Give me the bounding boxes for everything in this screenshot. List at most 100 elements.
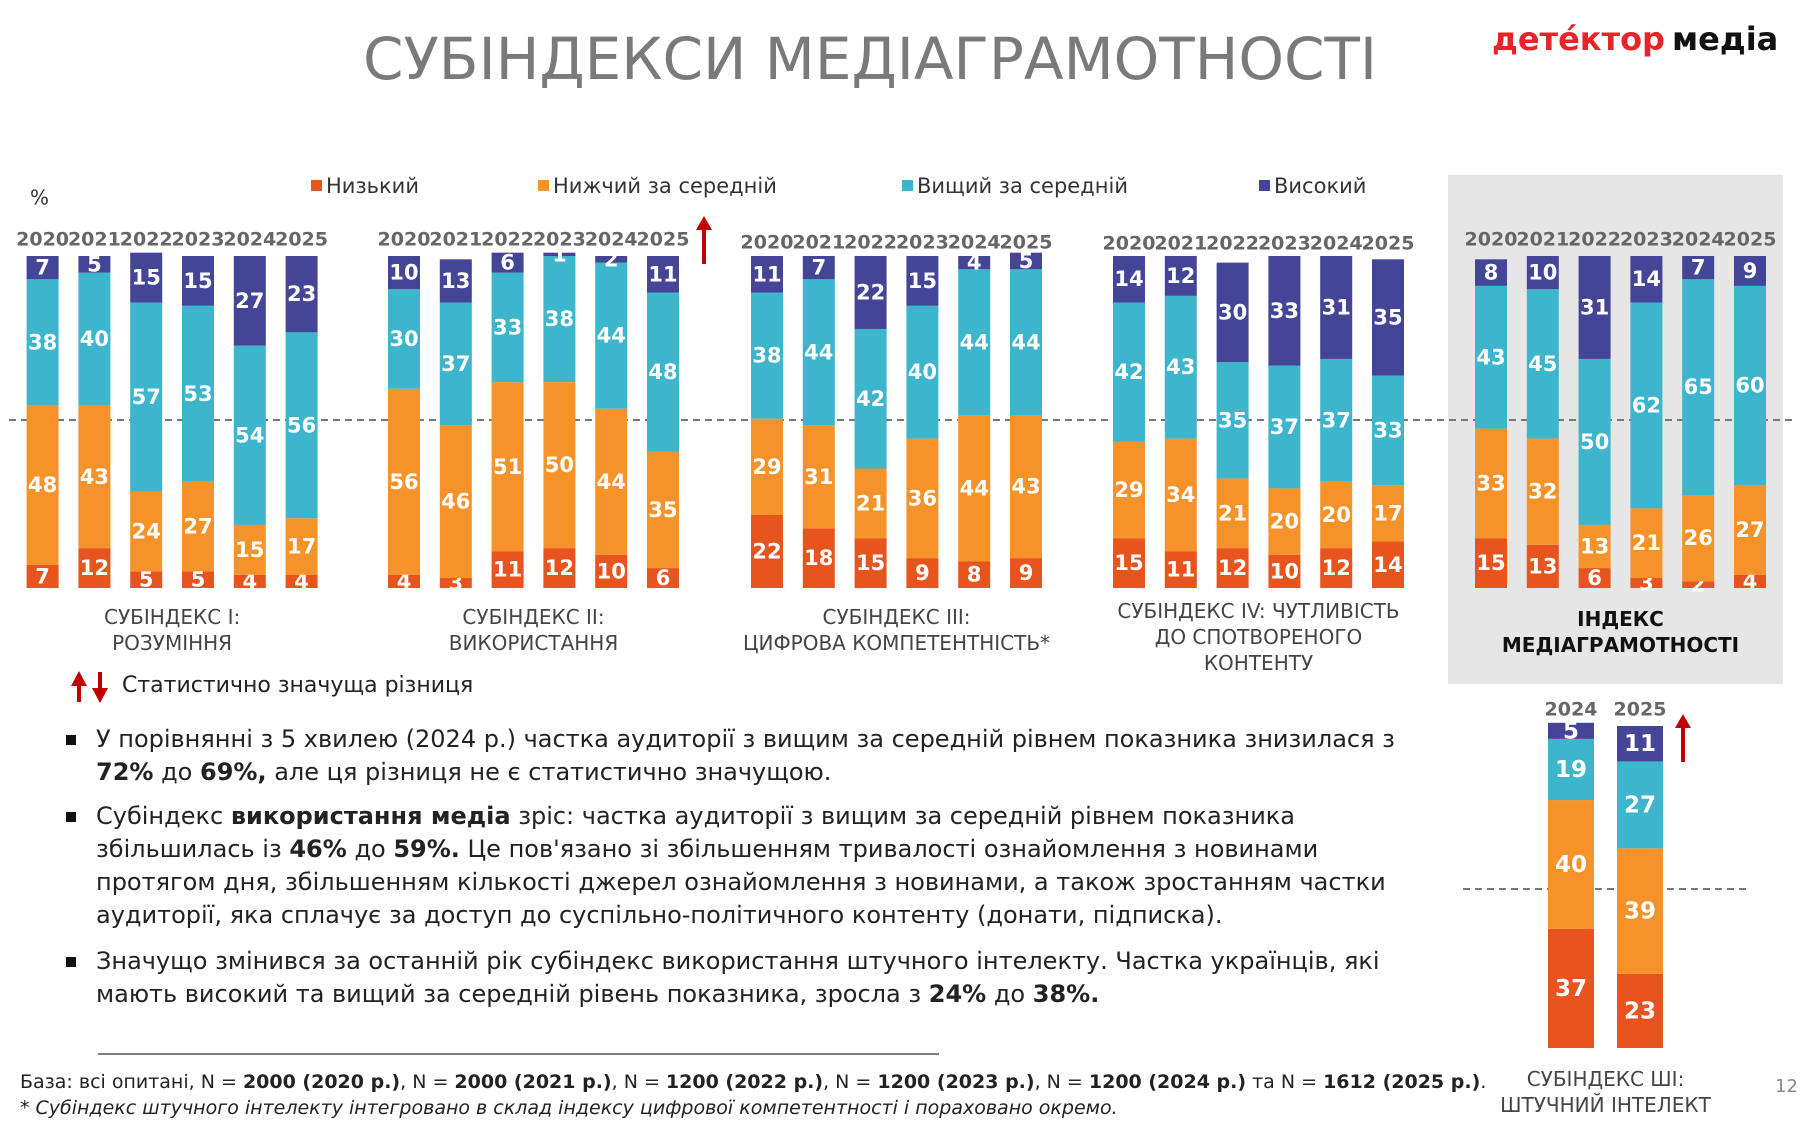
legend-swatch	[1259, 180, 1270, 191]
value-label: 7	[35, 564, 50, 588]
year-label: 2020	[1465, 229, 1518, 251]
value-label: 27	[1735, 518, 1764, 542]
value-label: 29	[752, 455, 781, 479]
bold-text: 59%.	[393, 835, 460, 863]
year-label: 2024	[1672, 229, 1725, 251]
bar-segment	[1682, 581, 1715, 588]
bar-segment	[1113, 302, 1145, 442]
panel-title: СУБІНДЕКС ШІ: ШТУЧНИЙ ІНТЕЛЕКТ	[1500, 1067, 1711, 1117]
bar-segment	[182, 305, 214, 482]
value-label: 6	[1587, 566, 1602, 590]
text: .	[1480, 1071, 1487, 1093]
value-label: 50	[545, 453, 574, 477]
value-label: 27	[1624, 792, 1656, 818]
text: але ця різниця не є статистично значущою…	[266, 758, 832, 786]
bar-segment	[1526, 438, 1559, 545]
value-label: 21	[1632, 531, 1661, 555]
bar-segment	[958, 415, 991, 562]
year-label: 2020	[16, 229, 69, 251]
text: У порівнянні з 5 хвилею (2024 р.) частка…	[96, 725, 1395, 753]
value-label: 15	[1114, 551, 1143, 575]
bar-segment	[1630, 508, 1663, 579]
bar-segment	[854, 256, 887, 330]
value-label: 11	[752, 262, 781, 286]
year-label: 2022	[1206, 233, 1259, 255]
bar-segment	[1164, 438, 1197, 552]
bar-segment	[1010, 252, 1042, 270]
bar-segment	[1734, 285, 1766, 486]
panel-title: СУБІНДЕКС IV: ЧУТЛИВІСТЬ ДО СПОТВОРЕНОГО…	[1117, 599, 1400, 675]
value-label: 5	[1019, 249, 1034, 273]
bar-segment	[802, 425, 835, 529]
bar-segment	[233, 524, 266, 575]
year-label: 2023	[896, 232, 949, 254]
bar-segment	[388, 574, 420, 588]
year-label: 2022	[120, 229, 173, 251]
bar-segment	[958, 256, 991, 270]
bar-segment	[182, 571, 214, 588]
bar-segment	[285, 256, 318, 333]
bar-segment	[1548, 722, 1594, 739]
value-label: 37	[441, 352, 470, 376]
value-label: 5	[1563, 718, 1579, 744]
text: зріс: частка аудиторії з вищим за середн…	[96, 802, 1296, 863]
value-label: 33	[1270, 299, 1299, 323]
value-label: 40	[1555, 852, 1587, 878]
value-label: 15	[1476, 551, 1505, 575]
legend-label: Нижчий за середній	[553, 174, 777, 198]
bullet: У порівнянні з 5 хвилею (2024 р.) частка…	[66, 723, 1436, 789]
bar-segment	[595, 554, 628, 588]
year-label: 2021	[792, 232, 845, 254]
value-label: 37	[1270, 415, 1299, 439]
value-label: 46	[441, 490, 470, 514]
value-label: 8	[967, 563, 982, 587]
value-label: 11	[1624, 731, 1656, 757]
bar-segment	[1216, 548, 1249, 588]
bar-segment	[1548, 800, 1594, 929]
text: , N =	[400, 1071, 455, 1093]
text: , N =	[1034, 1071, 1089, 1093]
bar-segment	[1548, 738, 1594, 801]
slide-title: СУБІНДЕКСИ МЕДІАГРАМОТНОСТІ	[363, 25, 1377, 93]
significance-arrow	[1675, 714, 1691, 762]
bar-segment	[1617, 973, 1663, 1048]
bar-segment	[647, 292, 679, 452]
bar-segment	[751, 292, 783, 419]
panel-title: ІНДЕКС МЕДІАГРАМОТНОСТІ	[1501, 607, 1740, 657]
bar-segment	[1617, 848, 1663, 974]
value-label: 12	[1166, 264, 1195, 288]
bold-text: 38%.	[1032, 980, 1100, 1008]
year-label: 2020	[1103, 233, 1156, 255]
bar-segment	[854, 329, 887, 469]
value-label: 22	[752, 539, 781, 563]
footnote-base: База: всі опитані, N = 2000 (2020 р.), N…	[20, 1071, 1486, 1093]
bar-segment	[1113, 538, 1145, 588]
value-label: 10	[389, 261, 418, 285]
value-label: 20	[1270, 510, 1299, 534]
bar-segment	[1734, 485, 1766, 575]
value-label: 31	[1580, 295, 1609, 319]
bar-segment	[543, 252, 576, 256]
value-label: 62	[1632, 393, 1661, 417]
value-label: 9	[1019, 561, 1034, 585]
bar-segment	[285, 332, 318, 519]
panel-title: СУБІНДЕКС І: РОЗУМІННЯ	[103, 605, 241, 655]
value-label: 56	[287, 413, 316, 437]
bold-text: використання медіа	[230, 802, 511, 830]
value-label: 29	[1114, 478, 1143, 502]
bar-segment	[26, 564, 59, 588]
bar-segment	[78, 548, 111, 588]
bar-segment	[1320, 481, 1353, 549]
value-label: 27	[183, 515, 212, 539]
value-label: 13	[1580, 535, 1609, 559]
value-label: 33	[1373, 418, 1402, 442]
bar-segment	[906, 305, 939, 439]
text: Значущо змінився за останній рік субінде…	[96, 947, 1380, 1008]
bar-segment	[1010, 415, 1042, 559]
year-label: 2021	[68, 229, 121, 251]
year-label: 2024	[1310, 233, 1363, 255]
year-label: 2025	[1362, 233, 1415, 255]
value-label: 43	[1166, 355, 1195, 379]
bar-segment	[802, 279, 835, 426]
